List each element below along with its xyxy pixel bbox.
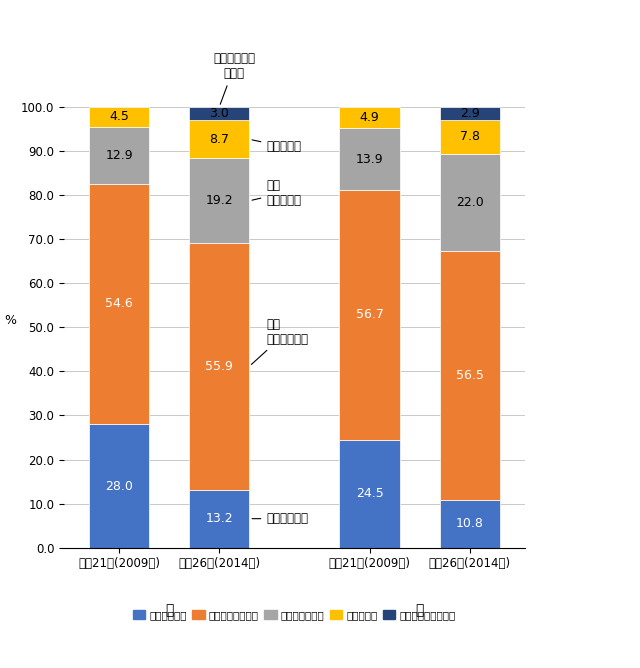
Text: 13.2: 13.2: [205, 512, 233, 525]
Bar: [89, 184, 149, 424]
Bar: [89, 424, 149, 548]
Text: 不満である: 不満である: [252, 140, 301, 153]
Text: 満足している: 満足している: [252, 512, 308, 525]
Bar: [440, 154, 500, 251]
Text: 13.9: 13.9: [356, 152, 383, 166]
Bar: [89, 107, 149, 127]
Y-axis label: %: %: [4, 315, 16, 327]
Text: 8.7: 8.7: [209, 133, 229, 146]
Text: 12.9: 12.9: [106, 149, 133, 162]
Text: 4.9: 4.9: [360, 111, 380, 124]
Bar: [189, 243, 250, 490]
Text: 22.0: 22.0: [456, 196, 484, 209]
Text: 55.9: 55.9: [205, 360, 233, 373]
Text: 3.0: 3.0: [209, 107, 229, 120]
Bar: [339, 107, 399, 128]
Text: 56.7: 56.7: [356, 308, 383, 321]
Text: 28.0: 28.0: [105, 480, 133, 492]
Text: わからない・
無回答: わからない・ 無回答: [213, 52, 255, 104]
Bar: [189, 490, 250, 548]
Bar: [339, 128, 399, 190]
Text: 4.5: 4.5: [109, 110, 129, 124]
Text: 24.5: 24.5: [356, 487, 383, 500]
Text: 19.2: 19.2: [205, 194, 233, 207]
Bar: [189, 158, 250, 243]
Bar: [189, 107, 250, 120]
Text: まあ
満足している: まあ 満足している: [252, 318, 308, 365]
Bar: [440, 251, 500, 500]
Bar: [440, 500, 500, 548]
Text: 10.8: 10.8: [456, 518, 484, 530]
Text: 男: 男: [415, 603, 424, 617]
Bar: [440, 107, 500, 120]
Text: 女: 女: [165, 603, 173, 617]
Text: 2.9: 2.9: [460, 107, 479, 120]
Text: 7.8: 7.8: [460, 130, 480, 144]
Text: やや
不満である: やや 不満である: [252, 179, 301, 207]
Text: 54.6: 54.6: [105, 297, 133, 311]
Bar: [440, 120, 500, 154]
Legend: 満足している, まあ満足している, やや不満である, 不満である, わからない・無回答: 満足している, まあ満足している, やや不満である, 不満である, わからない・…: [129, 606, 460, 624]
Bar: [339, 190, 399, 440]
Bar: [189, 120, 250, 158]
Bar: [89, 127, 149, 184]
Bar: [339, 440, 399, 548]
Text: 56.5: 56.5: [456, 369, 484, 382]
